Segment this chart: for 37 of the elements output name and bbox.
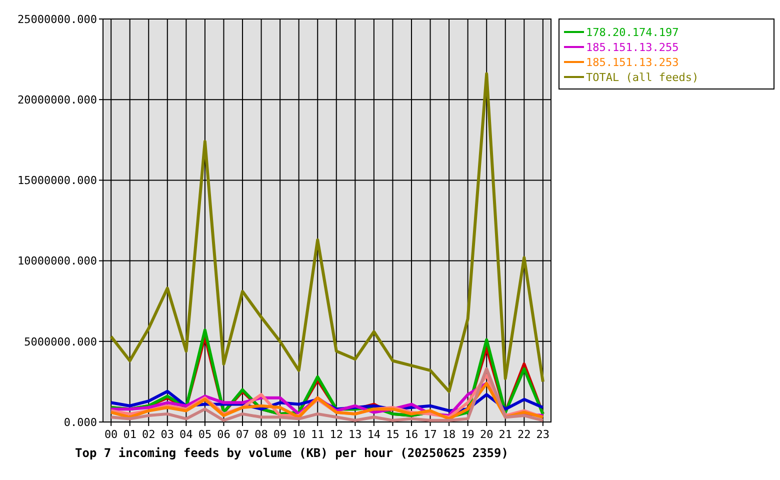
x-tick-label: 15 [386, 428, 400, 441]
x-tick-label: 07 [236, 428, 250, 441]
x-tick-label: 19 [461, 428, 474, 441]
legend-label: TOTAL (all feeds) [586, 70, 699, 84]
x-tick-label: 22 [518, 428, 531, 441]
x-tick-label: 01 [123, 428, 136, 441]
x-tick-label: 02 [142, 428, 156, 441]
x-tick-label: 08 [254, 428, 268, 441]
x-tick-label: 23 [536, 428, 550, 441]
x-tick-label: 03 [160, 428, 174, 441]
x-tick-label: 14 [367, 428, 381, 441]
x-tick-label: 12 [330, 428, 344, 441]
legend-label: 185.151.13.253 [586, 56, 679, 69]
y-tick-label: 0.000 [64, 416, 97, 429]
x-tick-label: 05 [198, 428, 212, 441]
x-tick-label: 18 [442, 428, 456, 441]
y-tick-label: 20000000.000 [18, 93, 97, 106]
line-series [110, 72, 544, 393]
x-tick-label: 13 [348, 428, 362, 441]
y-tick-label: 25000000.000 [18, 12, 97, 26]
legend-label: 185.151.13.255 [586, 40, 679, 54]
text: Top 7 incoming feeds by volume (KB) per hour (20250625 2359) [75, 446, 508, 460]
line-series [110, 367, 544, 422]
x-tick-label: 04 [180, 428, 194, 441]
x-tick-label: 10 [292, 428, 306, 441]
x-tick-label: 20 [480, 428, 494, 441]
x-tick-label: 16 [404, 428, 418, 441]
x-tick-label: 06 [217, 428, 230, 441]
y-tick-label: 15000000.000 [18, 174, 97, 188]
x-tick-label: 17 [424, 428, 437, 441]
y-tick-label: 10000000.000 [18, 254, 97, 268]
x-tick-label: 11 [310, 428, 324, 441]
x-tick-label: 09 [273, 428, 287, 441]
x-tick-label: 21 [498, 428, 512, 441]
x-tick-label: 00 [104, 428, 118, 441]
legend-label: 178.20.174.197 [586, 26, 679, 39]
y-tick-label: 5000000.000 [24, 335, 97, 348]
